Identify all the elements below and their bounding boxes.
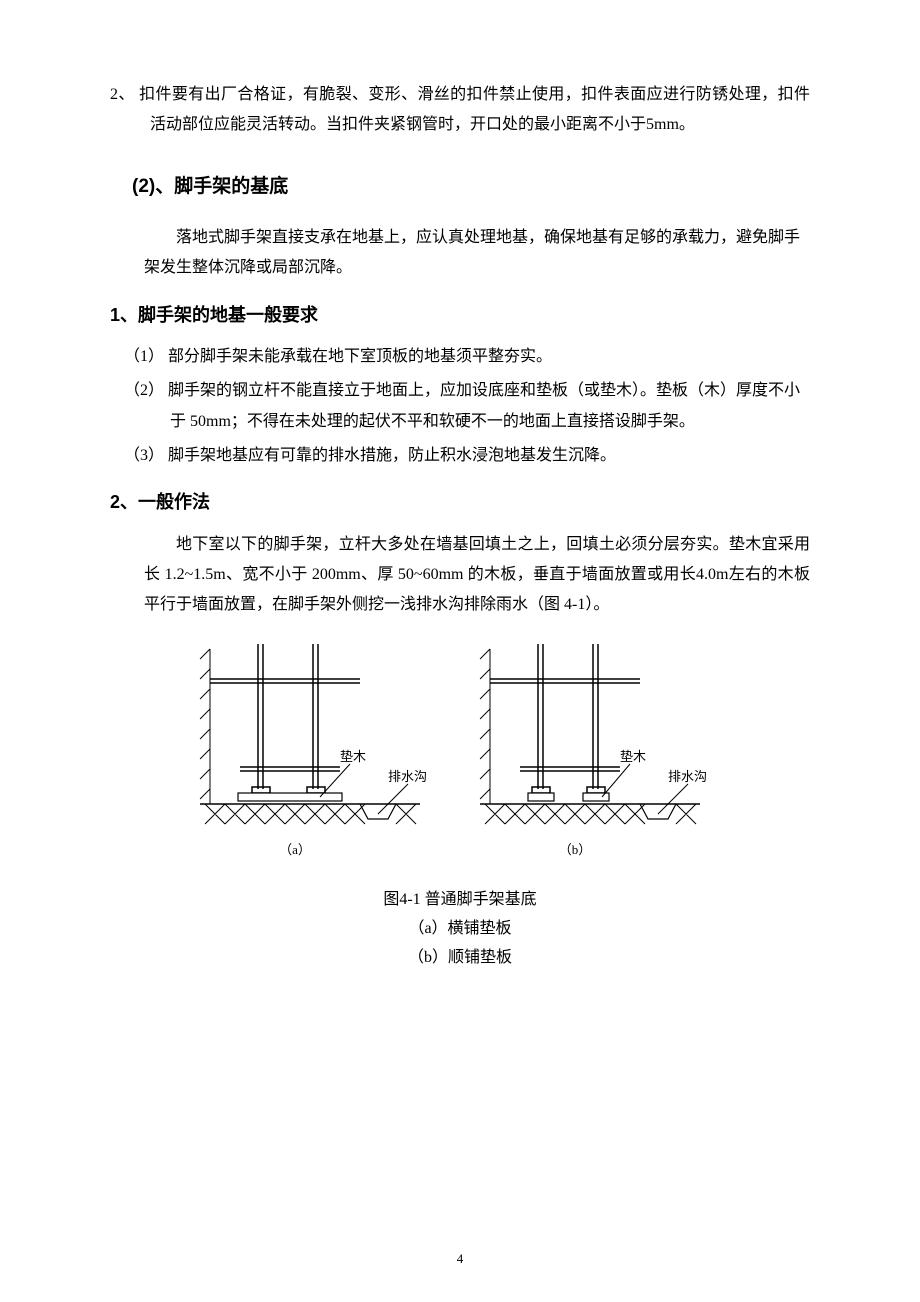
sub1-item-2-label: （2）: [124, 382, 164, 399]
sub1-item-1-label: （1）: [124, 348, 164, 365]
page-number: 4: [0, 1247, 920, 1272]
caption-b: （b）顺铺垫板: [110, 944, 810, 973]
item2-text: 扣件要有出厂合格证，有脆裂、变形、滑丝的扣件禁止使用，扣件表面应进行防锈处理，扣…: [139, 86, 810, 133]
page: 2、 扣件要有出厂合格证，有脆裂、变形、滑丝的扣件禁止使用，扣件表面应进行防锈处…: [0, 0, 920, 1302]
heading-sub2: 2、一般作法: [110, 485, 810, 519]
heading-section2: (2)、脚手架的基底: [132, 169, 810, 205]
annot-drain-a: 排水沟: [388, 769, 427, 784]
sub1-item-3: （3） 脚手架地基应有可靠的排水措施，防止积水浸泡地基发生沉降。: [110, 441, 810, 471]
section2-intro: 落地式脚手架直接支承在地基上，应认真处理地基，确保地基有足够的承载力，避免脚手架…: [110, 223, 810, 284]
diagram-a: 垫木 排水沟 （a）: [200, 644, 427, 857]
figure-caption: 图4-1 普通脚手架基底 （a）横铺垫板 （b）顺铺垫板: [110, 886, 810, 972]
annot-drain-b: 排水沟: [668, 769, 707, 784]
caption-a: （a）横铺垫板: [110, 915, 810, 944]
item2-label: 2、: [110, 86, 135, 103]
figure-svg: 垫木 排水沟 （a）: [190, 639, 730, 869]
sub1-item-3-label: （3）: [124, 447, 164, 464]
annot-pad-b: 垫木: [620, 749, 646, 764]
sub1-item-3-text: 脚手架地基应有可靠的排水措施，防止积水浸泡地基发生沉降。: [168, 447, 616, 464]
diagram-b: 垫木 排水沟 （b）: [480, 644, 707, 857]
label-b: （b）: [559, 842, 592, 857]
sub1-item-1: （1） 部分脚手架未能承载在地下室顶板的地基须平整夯实。: [110, 342, 810, 372]
sub1-item-1-text: 部分脚手架未能承载在地下室顶板的地基须平整夯实。: [168, 348, 552, 365]
caption-title: 图4-1 普通脚手架基底: [110, 886, 810, 915]
sub1-item-2-text: 脚手架的钢立杆不能直接立于地面上，应加设底座和垫板（或垫木）。垫板（木）厚度不小…: [168, 382, 800, 429]
list-item-2: 2、 扣件要有出厂合格证，有脆裂、变形、滑丝的扣件禁止使用，扣件表面应进行防锈处…: [110, 80, 810, 141]
heading-sub1: 1、脚手架的地基一般要求: [110, 298, 810, 332]
annot-pad-a: 垫木: [340, 749, 366, 764]
sub1-item-2: （2） 脚手架的钢立杆不能直接立于地面上，应加设底座和垫板（或垫木）。垫板（木）…: [110, 376, 810, 437]
label-a: （a）: [279, 842, 311, 857]
figure-4-1: 垫木 排水沟 （a）: [110, 639, 810, 973]
sub2-para: 地下室以下的脚手架，立杆大多处在墙基回填土之上，回填土必须分层夯实。垫木宜采用长…: [110, 530, 810, 621]
